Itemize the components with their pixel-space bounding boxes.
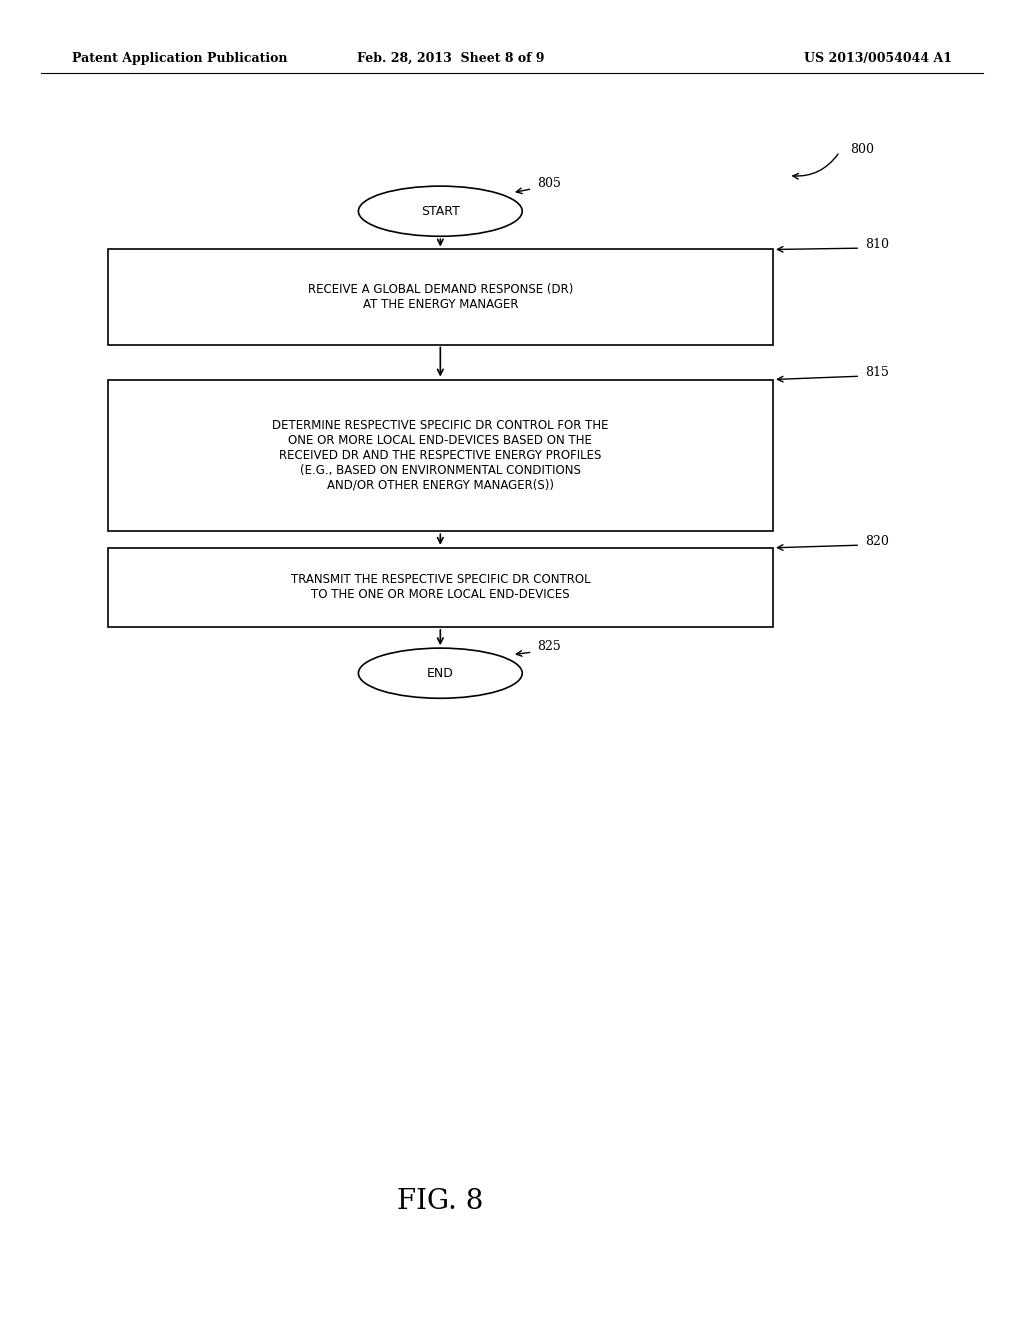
FancyBboxPatch shape (108, 548, 773, 627)
Text: RECEIVE A GLOBAL DEMAND RESPONSE (DR)
AT THE ENERGY MANAGER: RECEIVE A GLOBAL DEMAND RESPONSE (DR) AT… (307, 282, 573, 312)
Text: 815: 815 (865, 366, 889, 379)
Text: FIG. 8: FIG. 8 (397, 1188, 483, 1214)
Text: Feb. 28, 2013  Sheet 8 of 9: Feb. 28, 2013 Sheet 8 of 9 (356, 51, 545, 65)
Text: DETERMINE RESPECTIVE SPECIFIC DR CONTROL FOR THE
ONE OR MORE LOCAL END-DEVICES B: DETERMINE RESPECTIVE SPECIFIC DR CONTROL… (272, 418, 608, 492)
FancyBboxPatch shape (108, 249, 773, 345)
FancyBboxPatch shape (108, 380, 773, 531)
Text: 800: 800 (850, 143, 873, 156)
Text: 805: 805 (538, 177, 561, 190)
Text: START: START (421, 205, 460, 218)
Text: US 2013/0054044 A1: US 2013/0054044 A1 (804, 51, 952, 65)
Text: Patent Application Publication: Patent Application Publication (72, 51, 287, 65)
Text: 825: 825 (538, 640, 561, 653)
Text: 810: 810 (865, 238, 889, 251)
Text: 820: 820 (865, 535, 889, 548)
Text: TRANSMIT THE RESPECTIVE SPECIFIC DR CONTROL
TO THE ONE OR MORE LOCAL END-DEVICES: TRANSMIT THE RESPECTIVE SPECIFIC DR CONT… (291, 573, 590, 602)
Text: END: END (427, 667, 454, 680)
